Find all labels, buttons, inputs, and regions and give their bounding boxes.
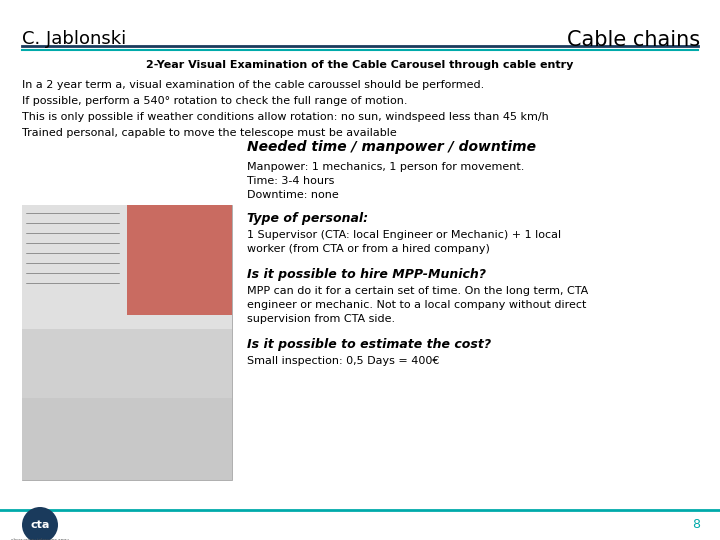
Text: Trained personal, capable to move the telescope must be available: Trained personal, capable to move the te… <box>22 128 397 138</box>
Text: worker (from CTA or from a hired company): worker (from CTA or from a hired company… <box>247 244 490 254</box>
Text: 8: 8 <box>692 517 700 530</box>
Bar <box>22 205 232 480</box>
Text: engineer or mechanic. Not to a local company without direct: engineer or mechanic. Not to a local com… <box>247 300 586 310</box>
Bar <box>127 205 232 315</box>
Text: Needed time / manpower / downtime: Needed time / manpower / downtime <box>247 140 536 154</box>
Text: Time: 3-4 hours: Time: 3-4 hours <box>247 176 334 186</box>
Text: cta: cta <box>36 534 45 538</box>
Bar <box>22 205 232 329</box>
Text: observatory telescope array: observatory telescope array <box>11 538 69 540</box>
Text: Is it possible to hire MPP-Munich?: Is it possible to hire MPP-Munich? <box>247 268 486 281</box>
Text: Type of personal:: Type of personal: <box>247 212 368 225</box>
Text: supervision from CTA side.: supervision from CTA side. <box>247 314 395 324</box>
Text: Cable chains: Cable chains <box>567 30 700 50</box>
Text: Downtime: none: Downtime: none <box>247 190 338 200</box>
Bar <box>22 329 232 397</box>
Text: 1 Supervisor (CTA: local Engineer or Mechanic) + 1 local: 1 Supervisor (CTA: local Engineer or Mec… <box>247 230 561 240</box>
Bar <box>22 397 232 480</box>
Text: If possible, perform a 540° rotation to check the full range of motion.: If possible, perform a 540° rotation to … <box>22 96 408 106</box>
Text: 2-Year Visual Examination of the Cable Carousel through cable entry: 2-Year Visual Examination of the Cable C… <box>146 60 574 70</box>
Text: Is it possible to estimate the cost?: Is it possible to estimate the cost? <box>247 338 491 351</box>
Text: Manpower: 1 mechanics, 1 person for movement.: Manpower: 1 mechanics, 1 person for move… <box>247 162 524 172</box>
Text: cta: cta <box>30 520 50 530</box>
Text: C. Jablonski: C. Jablonski <box>22 30 126 48</box>
Text: This is only possible if weather conditions allow rotation: no sun, windspeed le: This is only possible if weather conditi… <box>22 112 549 122</box>
Circle shape <box>22 507 58 540</box>
Text: Small inspection: 0,5 Days = 400€: Small inspection: 0,5 Days = 400€ <box>247 356 439 366</box>
Text: MPP can do it for a certain set of time. On the long term, CTA: MPP can do it for a certain set of time.… <box>247 286 588 296</box>
Text: In a 2 year term a, visual examination of the cable caroussel should be performe: In a 2 year term a, visual examination o… <box>22 80 485 90</box>
